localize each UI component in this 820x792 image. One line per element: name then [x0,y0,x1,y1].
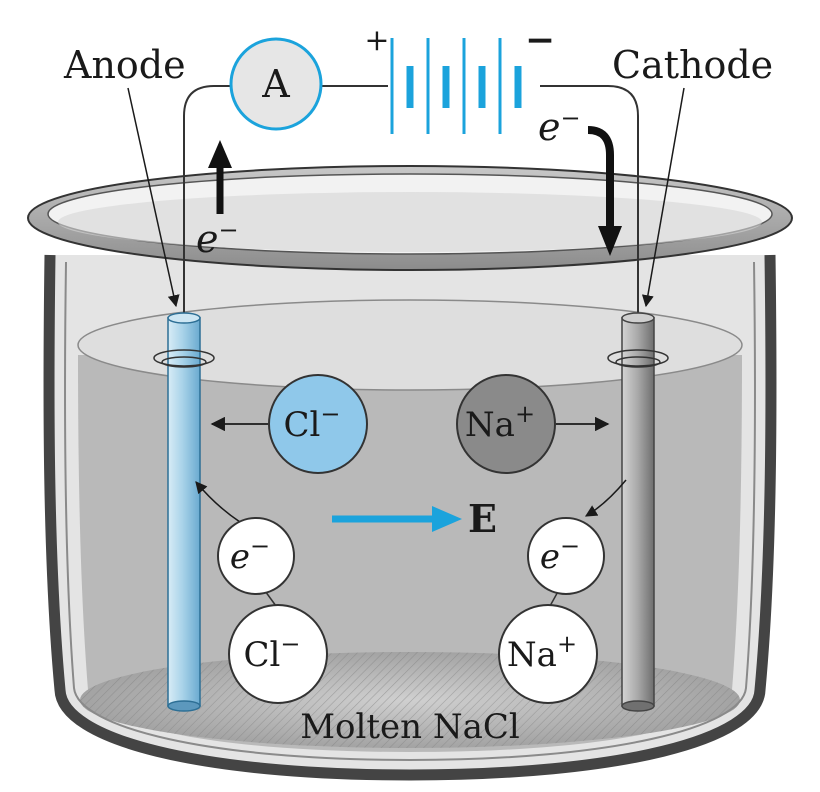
wire-anode-to-ammeter [183,85,230,318]
cathode-reaction: e− Na+ [498,479,627,704]
circuit-wires [183,85,639,318]
battery: + − [364,19,555,134]
field-label: E [468,496,497,541]
ammeter-label: A [261,62,290,106]
beaker-outline [43,254,777,781]
electron-down-label: e− [538,104,581,149]
right-arrow-icon [432,506,462,532]
anode-reaction: e− Cl− [195,481,328,704]
anode-electron-circle [217,517,295,595]
battery-cells-icon [390,38,522,134]
ammeter-circle-icon [229,37,323,131]
cathode-electrode [607,312,669,712]
electron-flow-down: e− [538,104,622,256]
cathode-sodium-label: Na+ [507,630,577,675]
sodium-ion-label: Na+ [465,400,535,445]
anode-chloride-circle [228,604,328,704]
chloride-ion-moving: Cl− [210,374,368,474]
anode-electrode [153,312,215,712]
beaker-inner-outline [63,261,757,762]
cathode-pointer [641,87,685,308]
anode-chloride-label: Cl− [244,630,301,675]
sodium-ion-circle [456,374,556,474]
chloride-ion-circle [268,374,368,474]
electrolyte-label: Molten NaCl [300,707,520,747]
battery-minus-label: − [525,19,555,61]
beaker [27,165,793,781]
ammeter: A [229,37,323,131]
cathode-label: Cathode [612,43,773,87]
liquid-surface [77,299,743,391]
electron-up-label: e− [196,216,239,261]
anode-pointer [127,87,180,308]
cathode-electron-circle [527,517,605,595]
anode-label: Anode [63,43,186,87]
battery-plus-label: + [364,23,389,58]
wire-battery-to-cathode [540,85,639,318]
cathode-electron-label: e− [540,532,580,577]
electron-flow-up: e− [196,140,239,261]
chloride-ion-label: Cl− [284,400,341,445]
anode-electron-label: e− [230,532,270,577]
beaker-rim-inner-shade [58,192,762,252]
sodium-ion-moving: Na+ [456,374,610,474]
cathode-sodium-circle [498,604,598,704]
electric-field: E [332,496,497,541]
